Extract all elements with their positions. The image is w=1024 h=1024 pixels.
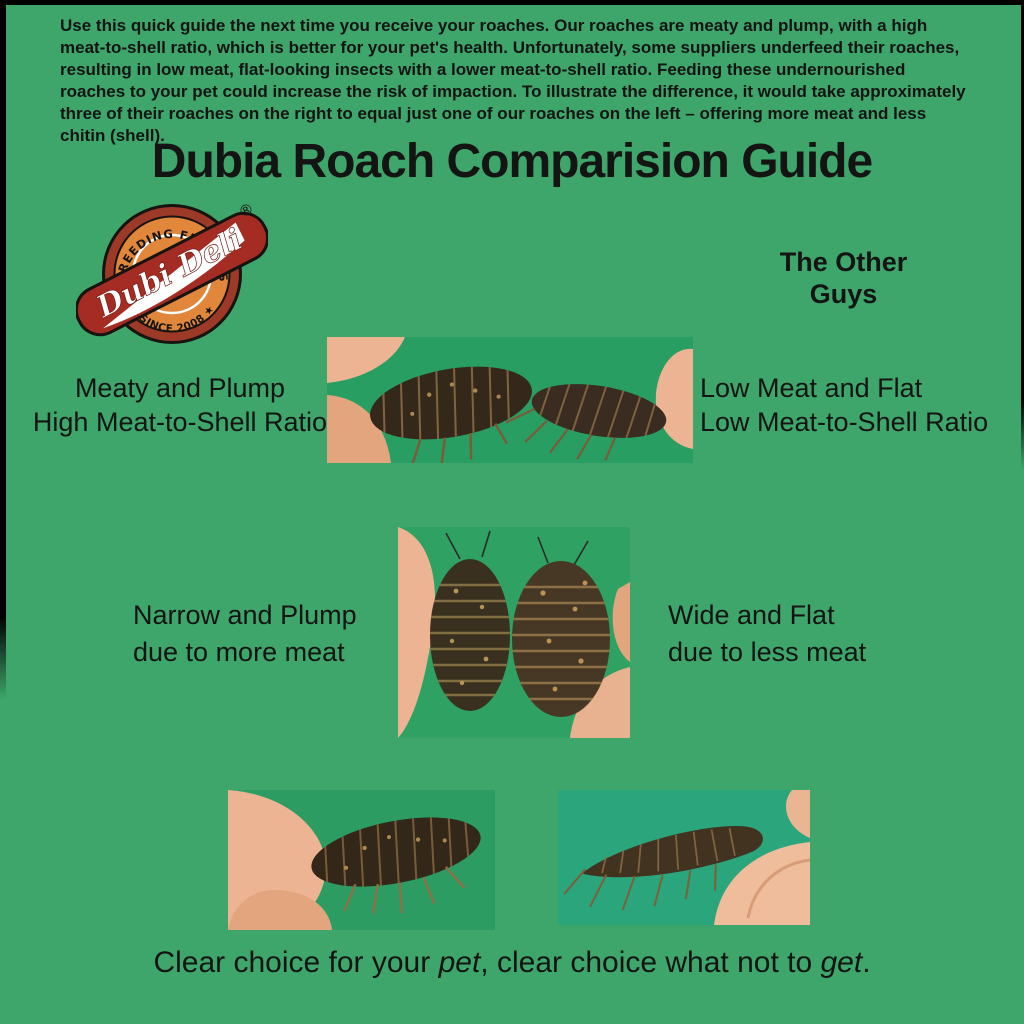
finger-shape xyxy=(570,667,630,738)
caption-line: due to less meat xyxy=(668,636,867,667)
thumb-shape xyxy=(228,890,332,930)
other-guys-heading: The Other Guys xyxy=(756,247,931,311)
footer-italic-get: get xyxy=(820,946,863,979)
roach-left-plump xyxy=(370,355,532,463)
roach-photo-top-comparison xyxy=(398,527,630,738)
frame-left-edge xyxy=(0,0,6,700)
roach-flat-side xyxy=(563,826,763,911)
finger-shape xyxy=(327,337,405,383)
footer-part2: , clear choice what not to xyxy=(480,946,821,979)
logo-banner-swoosh xyxy=(103,222,245,329)
roach-photo-side-comparison xyxy=(327,337,693,463)
caption-line: High Meat-to-Shell Ratio xyxy=(32,406,328,437)
other-guys-line2: Guys xyxy=(809,278,878,309)
frame-top-edge xyxy=(0,0,1024,5)
roach-narrow-top xyxy=(430,559,510,711)
caption-row1-left: Meaty and Plump High Meat-to-Shell Ratio xyxy=(30,372,330,440)
caption-row2-left: Narrow and Plump due to more meat xyxy=(133,597,357,670)
caption-row2-right: Wide and Flat due to less meat xyxy=(668,597,866,670)
caption-line: Narrow and Plump xyxy=(133,600,357,630)
finger-shape xyxy=(398,527,436,738)
antennae xyxy=(445,530,589,566)
footer-part3: . xyxy=(862,946,871,979)
frame-right-edge xyxy=(1021,0,1024,470)
footer-part1: Clear choice for your xyxy=(153,946,439,979)
roach-photo-plump-side xyxy=(228,790,495,930)
roach-right-flat xyxy=(505,375,667,462)
thumb-shape xyxy=(327,395,391,463)
caption-line: Meaty and Plump xyxy=(74,373,286,403)
finger-shape xyxy=(612,582,630,662)
footer-tagline: Clear choice for your pet, clear choice … xyxy=(0,946,1024,980)
caption-line: Wide and Flat xyxy=(668,600,835,630)
finger-shape xyxy=(786,790,810,838)
caption-line: due to more meat xyxy=(133,636,345,667)
caption-line: Low Meat-to-Shell Ratio xyxy=(700,406,989,437)
roach-photo-flat-side xyxy=(558,790,810,925)
caption-line: Low Meat and Flat xyxy=(700,373,923,403)
logo-registered-mark: ® xyxy=(235,200,257,222)
intro-paragraph: Use this quick guide the next time you r… xyxy=(60,16,966,145)
finger-shape xyxy=(714,842,810,925)
caption-row1-right: Low Meat and Flat Low Meat-to-Shell Rati… xyxy=(700,372,988,440)
other-guys-line1: The Other xyxy=(779,247,908,277)
page-title: Dubia Roach Comparision Guide xyxy=(151,135,873,188)
dubi-deli-logo: BREEDING FEEDERS ★ SINCE 2008 ★ Dubi Del… xyxy=(76,200,268,344)
footer-italic-pet: pet xyxy=(438,946,481,979)
roach-wide-top xyxy=(512,561,610,717)
fingernail-line xyxy=(746,858,810,919)
